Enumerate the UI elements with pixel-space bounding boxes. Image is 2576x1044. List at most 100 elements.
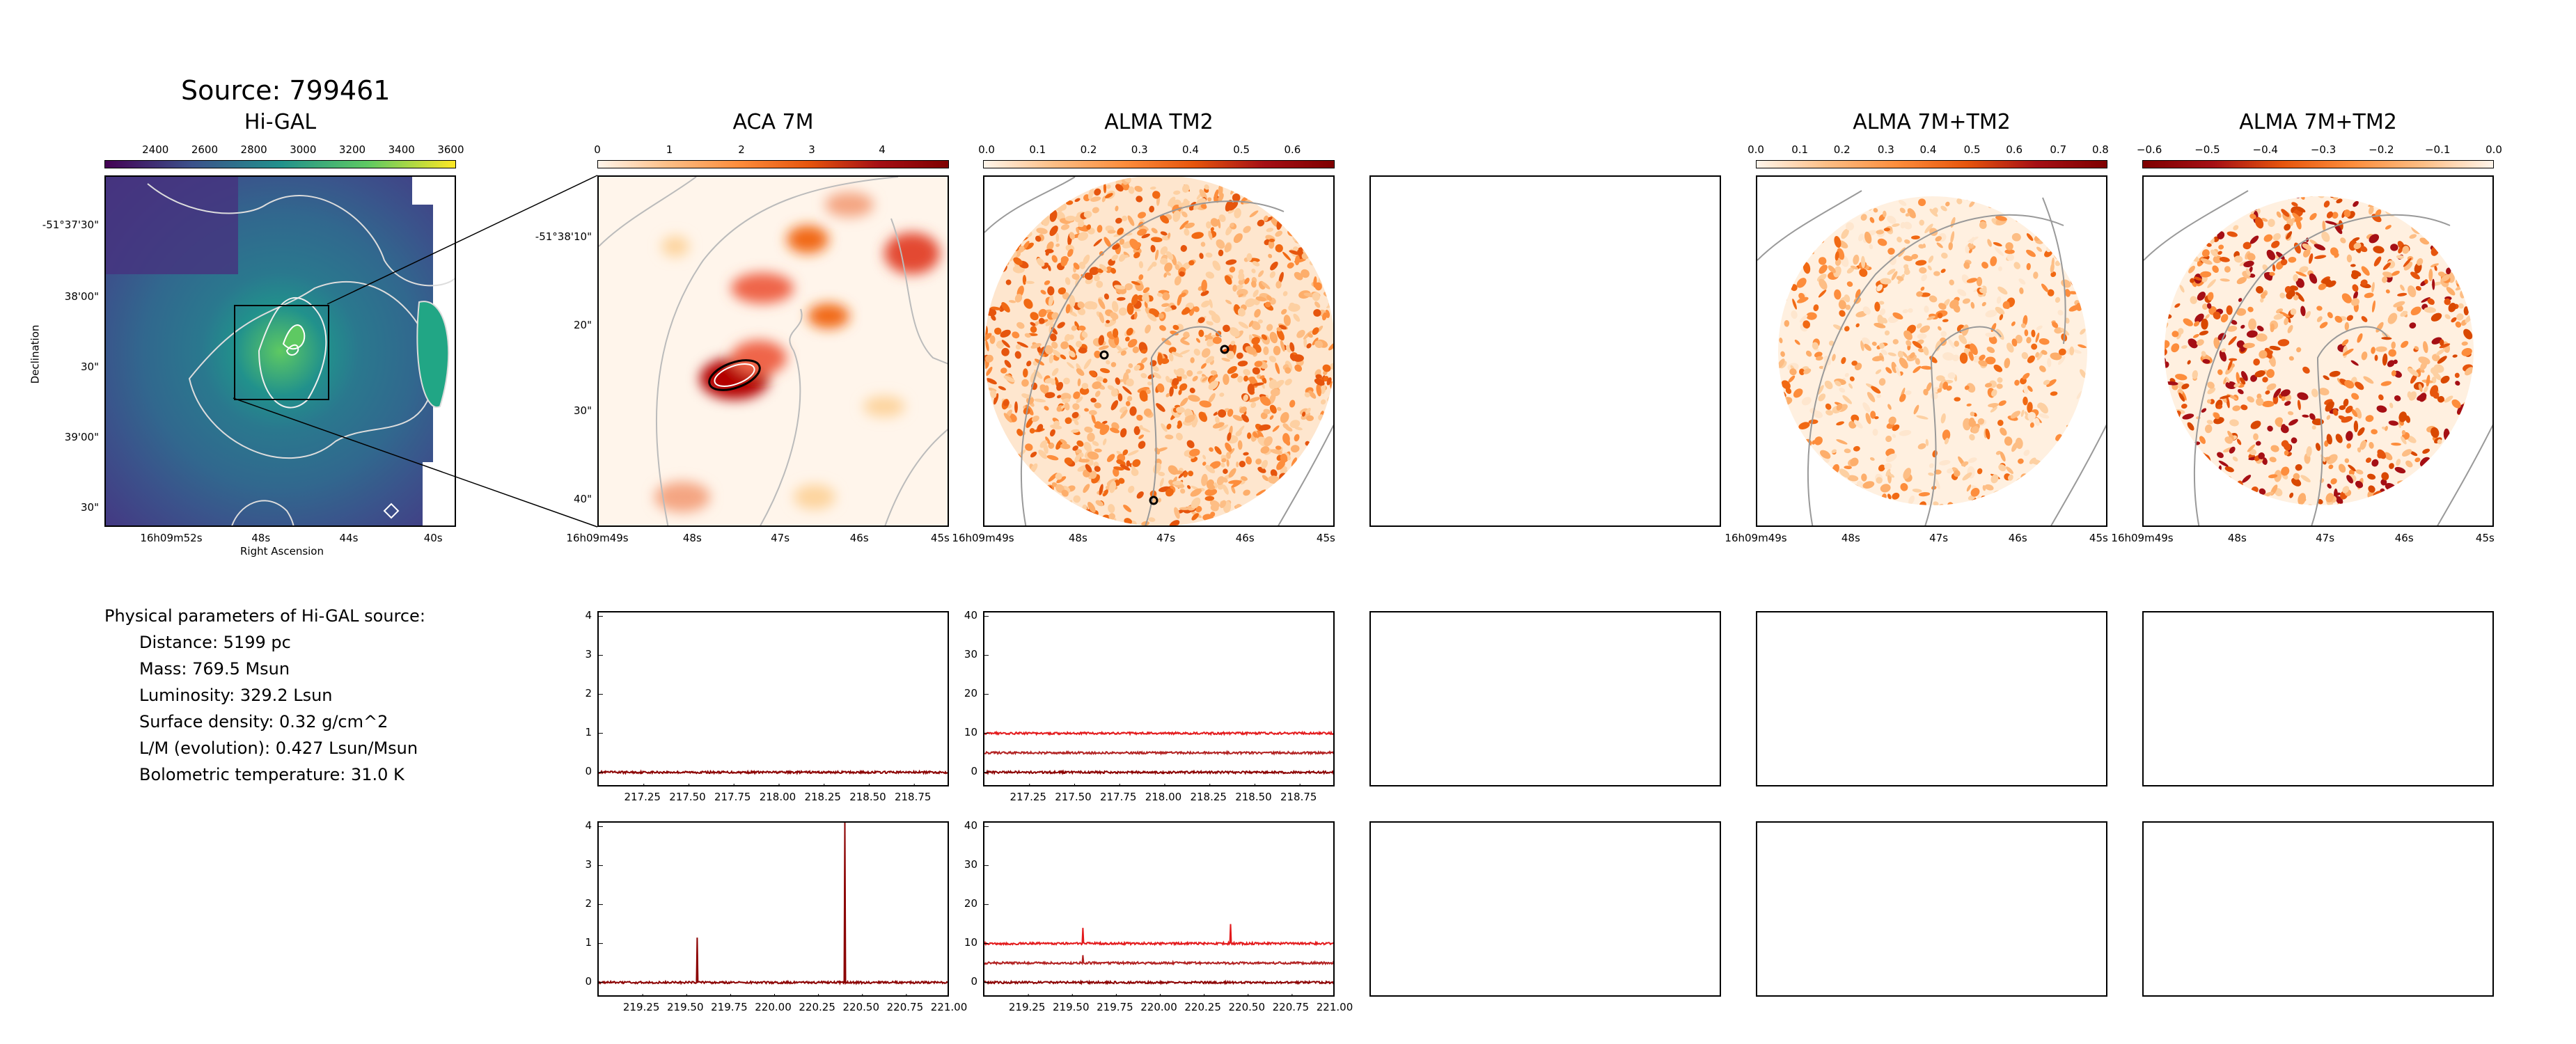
noise-blob <box>2311 184 2316 193</box>
noise-blob <box>2250 420 2261 429</box>
noise-blob <box>1015 344 1021 350</box>
noise-blob <box>1307 480 1318 486</box>
noise-blob <box>1870 509 1878 522</box>
noise-blob <box>1030 463 1038 473</box>
noise-blob <box>2178 450 2186 457</box>
noise-blob <box>987 523 994 525</box>
noise-blob <box>1993 196 2002 198</box>
noise-blob <box>1069 294 1076 308</box>
noise-blob <box>1071 177 1082 183</box>
noise-blob <box>2094 339 2100 347</box>
noise-blob <box>1803 368 1812 374</box>
noise-blob <box>2436 198 2442 203</box>
noise-blob <box>1861 255 1866 269</box>
noise-blob <box>2078 425 2087 430</box>
noise-blob <box>2422 472 2429 480</box>
noise-blob <box>2382 262 2391 270</box>
noise-blob <box>1252 334 1263 340</box>
noise-blob <box>2427 298 2435 306</box>
noise-blob <box>1117 347 1129 354</box>
noise-blob <box>1272 425 1280 432</box>
noise-blob <box>2408 285 2417 298</box>
noise-blob <box>1812 521 1826 527</box>
noise-blob <box>1113 466 1124 470</box>
tm2-cbar-tick: 0.6 <box>1284 143 1301 156</box>
noise-blob <box>994 327 1002 335</box>
noise-blob <box>1094 466 1101 473</box>
noise-blob <box>2479 245 2487 253</box>
noise-blob <box>1034 517 1042 523</box>
noise-blob <box>2353 242 2362 249</box>
noise-blob <box>2343 209 2351 218</box>
noise-blob <box>2437 356 2447 364</box>
noise-blob <box>2368 206 2374 215</box>
noise-blob <box>2165 457 2170 464</box>
noise-blob <box>1895 366 1901 377</box>
noise-blob <box>1964 385 1970 390</box>
noise-blob <box>2100 438 2107 447</box>
comb-title: ALMA 7M+TM2 <box>1853 110 2011 134</box>
noise-blob <box>1180 292 1186 297</box>
noise-blob <box>2375 346 2387 352</box>
noise-blob <box>2192 370 2198 379</box>
noise-blob <box>2394 466 2406 474</box>
noise-blob <box>1968 248 1972 253</box>
noise-blob <box>1044 345 1053 355</box>
noise-blob <box>2313 181 2320 184</box>
noise-blob <box>1087 188 1094 200</box>
noise-blob <box>2403 258 2412 267</box>
noise-blob <box>1169 386 1174 397</box>
noise-blob <box>1892 492 1900 500</box>
noise-blob <box>2423 483 2430 493</box>
noise-blob <box>2315 521 2323 527</box>
noise-blob <box>990 390 997 399</box>
noise-blob <box>1165 434 1174 440</box>
noise-blob <box>1103 182 1107 193</box>
noise-blob <box>1940 331 1947 338</box>
noise-blob <box>1331 280 1333 288</box>
noise-blob <box>2178 512 2189 523</box>
noise-blob <box>1085 521 1092 525</box>
noise-blob <box>1326 377 1332 386</box>
noise-blob <box>994 236 1006 239</box>
aca7m-spectrum-2-y-tick-label: 4 <box>585 818 592 832</box>
noise-blob <box>1853 420 1863 429</box>
noise-blob <box>2350 360 2359 366</box>
noise-blob <box>992 202 1000 214</box>
noise-blob <box>1227 366 1237 374</box>
noise-blob <box>2085 400 2087 405</box>
noise-blob <box>1218 184 1223 196</box>
noise-blob <box>2348 469 2355 476</box>
noise-blob <box>2178 430 2187 441</box>
noise-blob <box>1044 280 1051 285</box>
noise-blob <box>1947 372 1956 379</box>
noise-blob <box>2463 306 2469 316</box>
noise-blob <box>2309 253 2314 264</box>
noise-blob <box>1142 287 1150 293</box>
aca7m-spectrum-1-y-tick-label: 0 <box>585 764 592 777</box>
noise-blob <box>2294 216 2303 222</box>
noise-blob <box>2196 178 2205 187</box>
noise-blob <box>1784 220 1793 228</box>
noise-blob <box>1879 308 1886 316</box>
noise-blob <box>1880 484 1891 493</box>
noise-blob <box>2216 518 2224 526</box>
noise-blob <box>2047 358 2052 367</box>
noise-blob <box>1210 218 1219 227</box>
noise-blob <box>1001 302 1010 313</box>
noise-blob <box>1195 505 1202 512</box>
noise-blob <box>2165 340 2170 349</box>
noise-blob <box>2327 280 2337 287</box>
noise-blob <box>2066 244 2072 251</box>
empty-spectrum-1-col4 <box>1369 611 1721 786</box>
noise-blob <box>1072 445 1078 451</box>
noise-blob <box>1171 351 1183 358</box>
noise-blob <box>2039 402 2048 414</box>
noise-blob <box>2212 265 2219 274</box>
noise-blob <box>2398 486 2407 495</box>
noise-blob <box>1944 437 1949 445</box>
noise-blob <box>2171 343 2180 353</box>
noise-blob <box>1813 196 1824 197</box>
noise-blob <box>2365 498 2370 504</box>
param-mass: Mass: 769.5 Msun <box>139 659 290 679</box>
